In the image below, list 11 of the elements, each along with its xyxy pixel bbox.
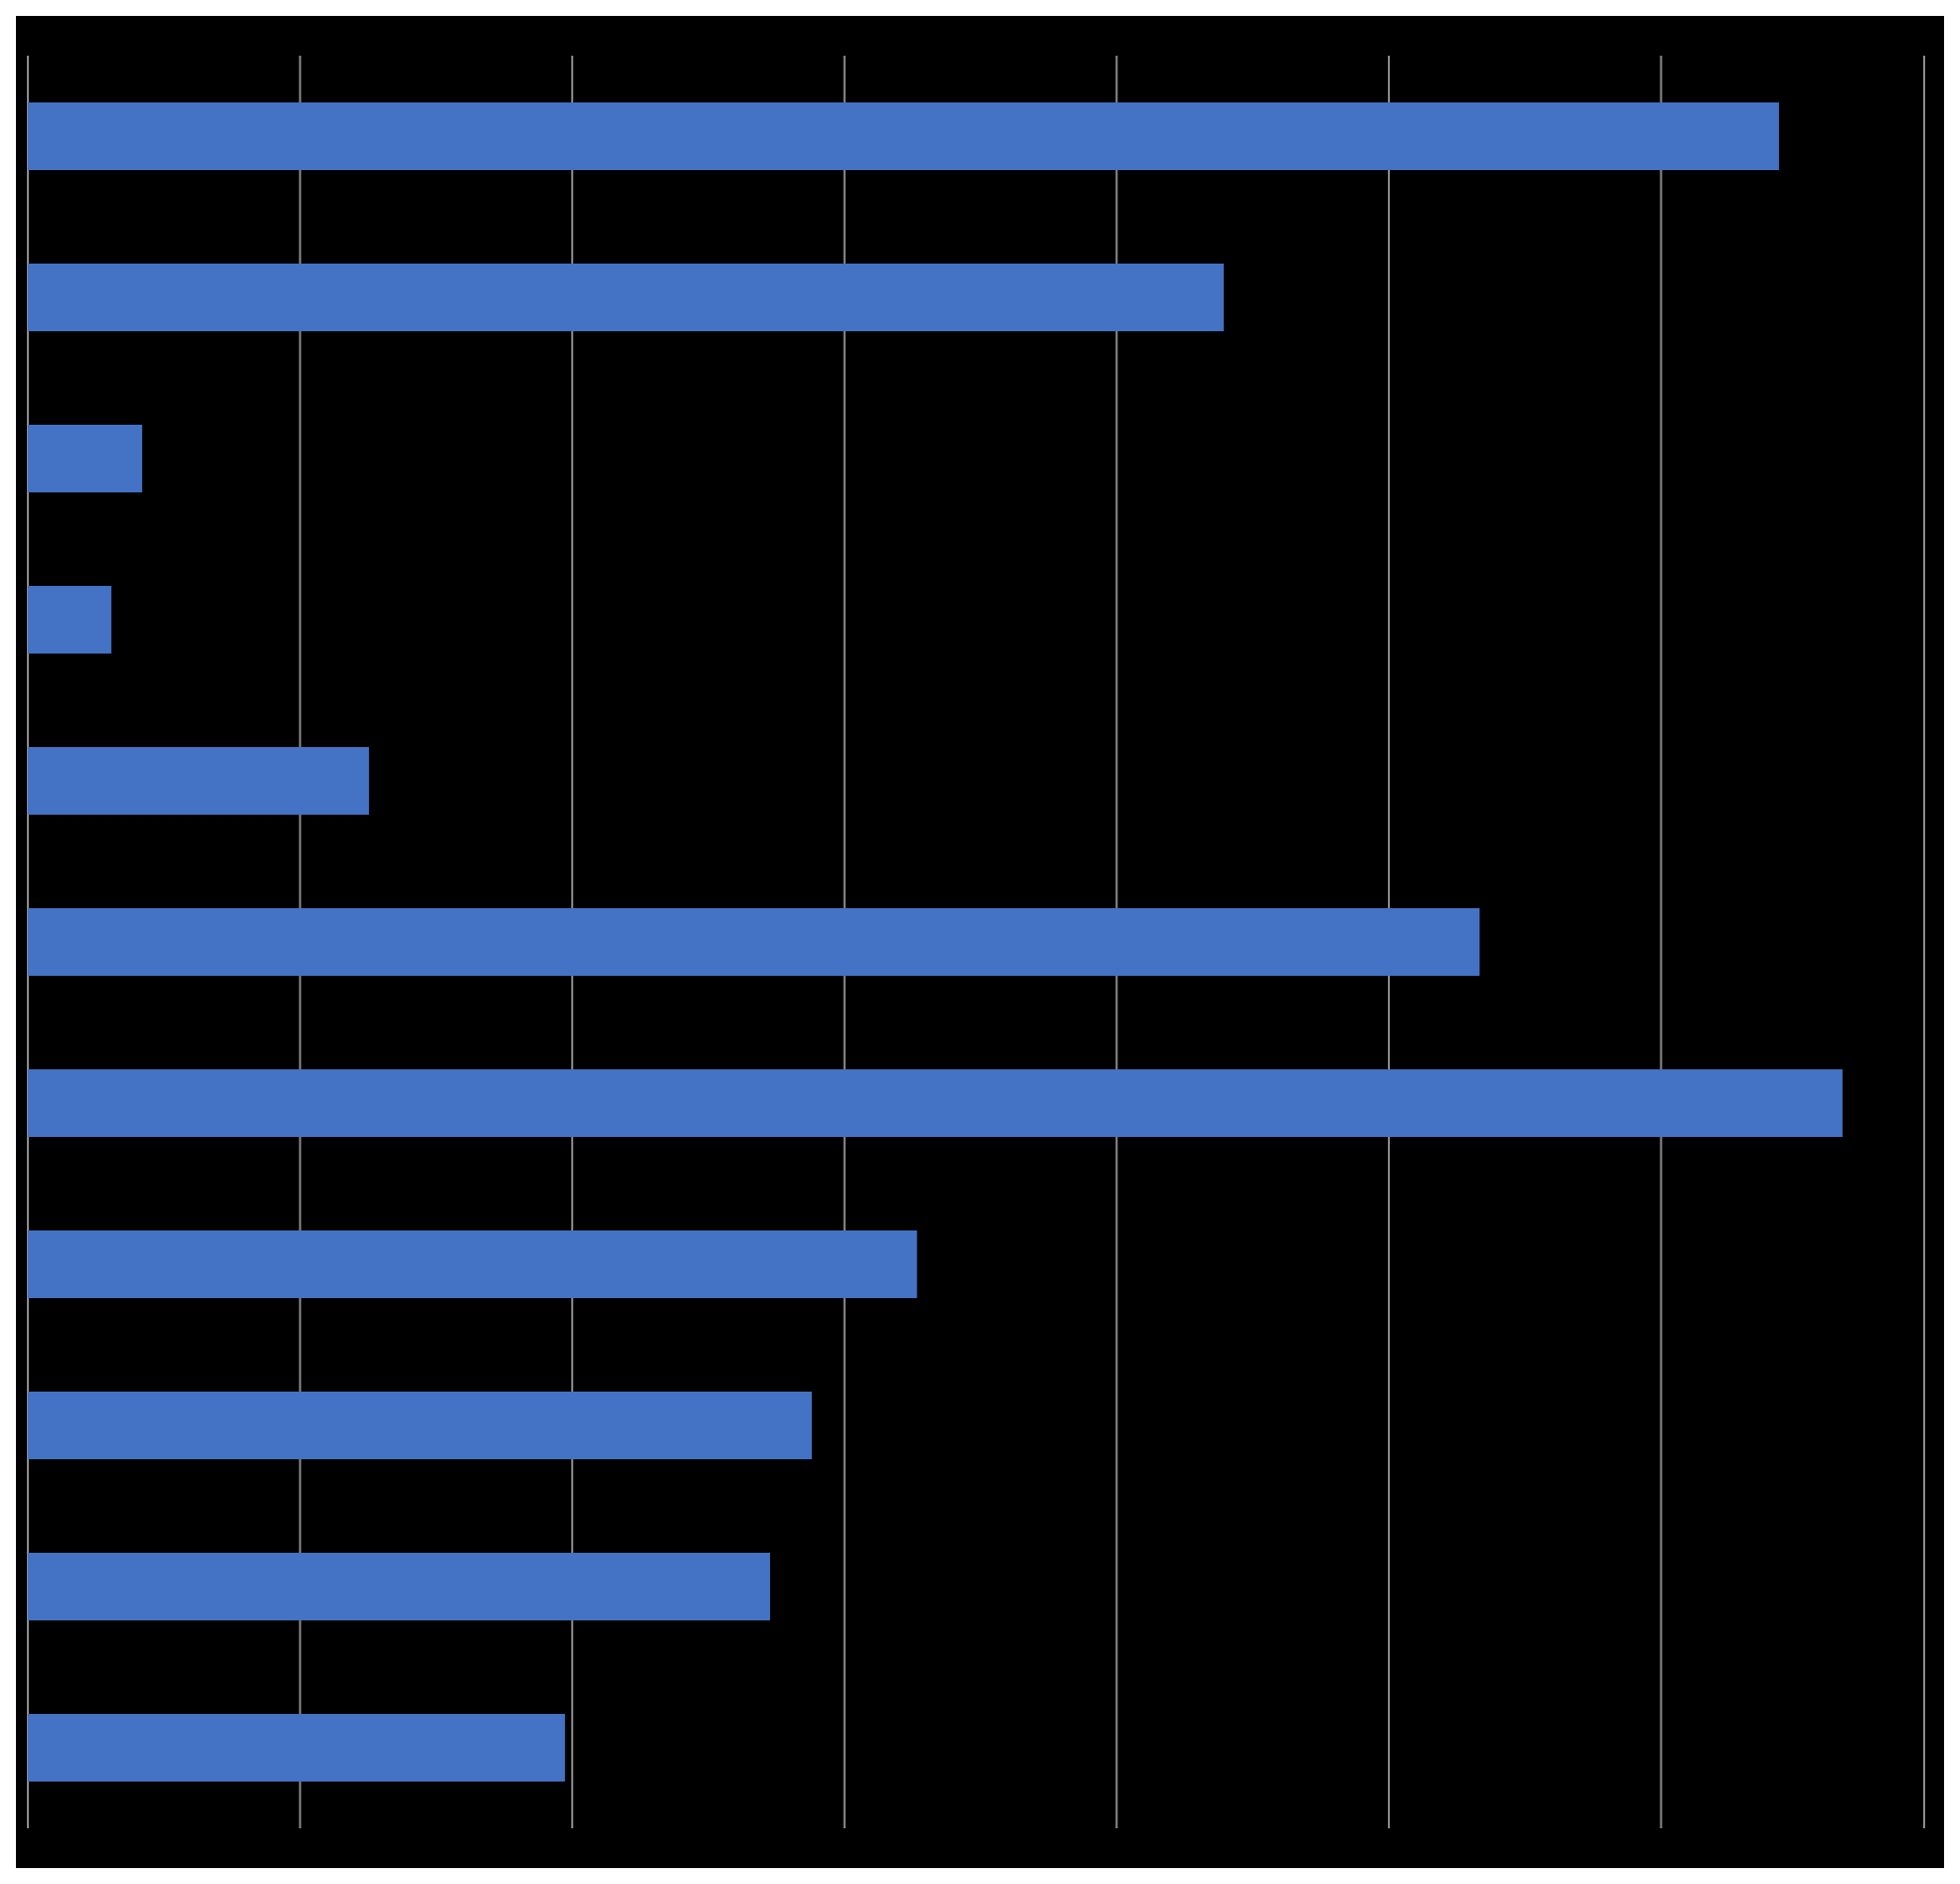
bar xyxy=(28,1068,1843,1137)
bar xyxy=(28,1552,770,1620)
bar xyxy=(28,263,1224,331)
bar xyxy=(28,101,1780,170)
bar xyxy=(28,585,111,654)
bar xyxy=(28,907,1480,976)
bar xyxy=(28,1713,565,1782)
bar xyxy=(28,1391,812,1459)
bar xyxy=(28,746,369,815)
bar xyxy=(28,1229,917,1298)
bar xyxy=(28,424,142,492)
